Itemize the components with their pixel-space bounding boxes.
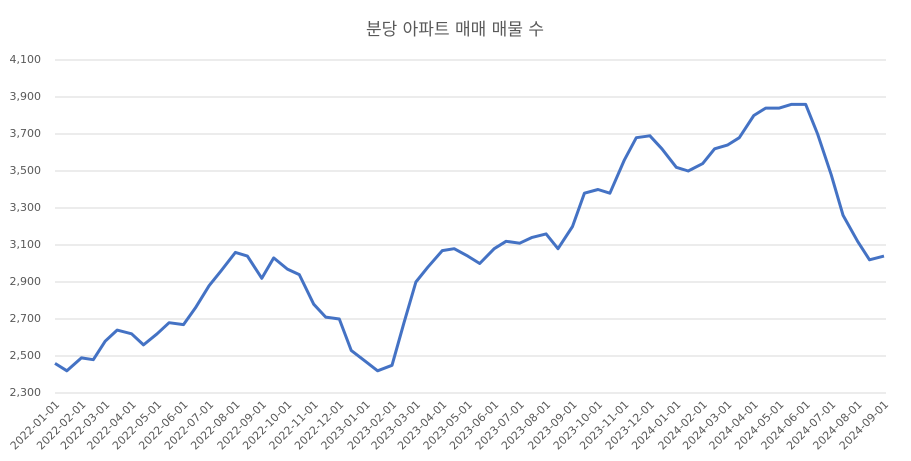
y-tick-label: 3,100 [10, 238, 42, 251]
y-tick-label: 3,500 [10, 164, 42, 177]
y-tick-label: 2,500 [10, 349, 42, 362]
y-tick-label: 3,700 [10, 127, 42, 140]
y-tick-label: 2,700 [10, 312, 42, 325]
y-tick-label: 3,300 [10, 201, 42, 214]
y-tick-label: 2,300 [10, 386, 42, 399]
chart-title: 분당 아파트 매매 매물 수 [366, 20, 544, 40]
y-tick-label: 4,100 [10, 53, 42, 66]
y-tick-label: 3,900 [10, 90, 42, 103]
y-tick-label: 2,900 [10, 275, 42, 288]
data-line [54, 102, 885, 373]
